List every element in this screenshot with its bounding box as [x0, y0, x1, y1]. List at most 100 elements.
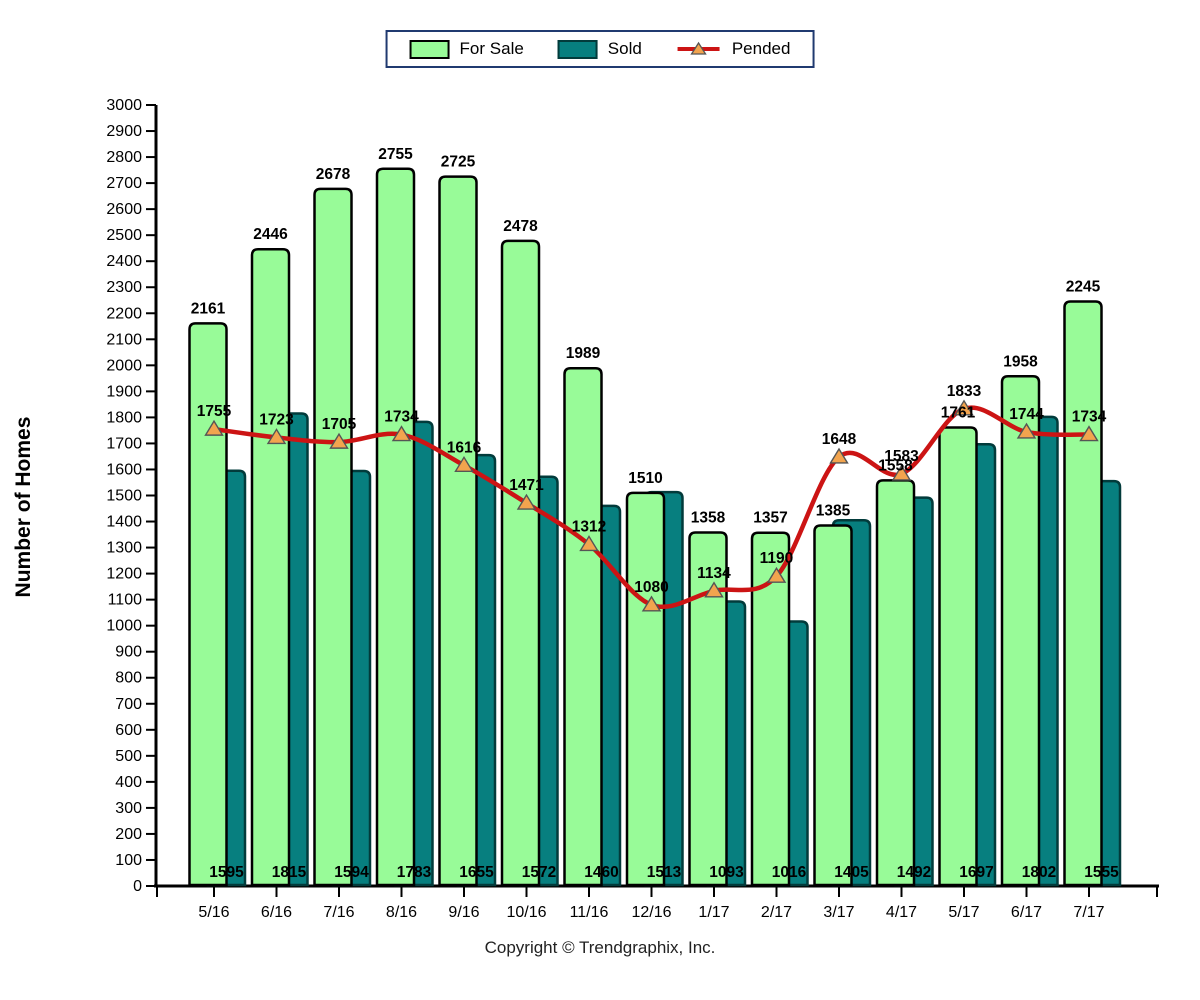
sold-value-label: 1405 — [834, 864, 869, 881]
y-axis-tick-label: 1900 — [106, 383, 142, 400]
y-axis-tick-label: 1800 — [106, 409, 142, 426]
x-axis-tick-label: 10/16 — [506, 904, 546, 921]
sold-value-label: 1513 — [647, 864, 682, 881]
y-axis-tick-label: 2800 — [106, 149, 142, 166]
y-axis-tick-label: 200 — [115, 826, 142, 843]
x-axis-tick-label: 2/17 — [761, 904, 792, 921]
y-axis-tick-label: 2400 — [106, 253, 142, 270]
pended-marker-triangle-icon — [454, 455, 474, 473]
pended-value-label: 1648 — [822, 431, 857, 448]
pended-marker-triangle-icon — [891, 464, 912, 481]
for-sale-value-label: 1357 — [753, 510, 787, 527]
for-sale-bar — [1000, 375, 1041, 887]
x-axis-tick-label: 11/16 — [570, 904, 609, 921]
pended-value-label: 1080 — [634, 579, 668, 596]
y-axis-tick-label: 1500 — [106, 488, 142, 505]
y-axis-tick-label: 1600 — [106, 461, 142, 478]
pended-marker-triangle-icon — [641, 595, 662, 612]
pended-value-label: 1471 — [509, 477, 544, 494]
legend-label-pended: Pended — [731, 39, 791, 58]
pended-line-icon — [677, 41, 720, 55]
pended-value-label: 1755 — [197, 403, 232, 420]
pended-value-label: 1833 — [947, 383, 982, 400]
y-axis-tick-label: 2900 — [106, 123, 142, 140]
for-sale-value-label: 2478 — [503, 218, 538, 235]
sold-value-label: 1093 — [709, 864, 744, 881]
for-sale-bar — [500, 239, 541, 887]
sold-swatch-icon — [557, 39, 598, 59]
pended-value-label: 1583 — [884, 448, 919, 465]
pended-value-label: 1705 — [322, 416, 357, 433]
sold-value-label: 1016 — [772, 864, 807, 881]
y-axis-tick-label: 600 — [115, 722, 142, 739]
for-sale-bar — [313, 187, 353, 887]
y-axis-tick-label: 100 — [115, 852, 142, 869]
for-sale-bar — [563, 366, 603, 887]
legend-label-for-sale: For Sale — [459, 39, 524, 58]
pended-line — [211, 405, 1092, 609]
x-axis-tick-label: 3/17 — [823, 904, 854, 921]
y-axis-tick-label: 1700 — [106, 435, 142, 452]
legend-item-sold: Sold — [557, 39, 642, 59]
y-axis-tick-label: 1100 — [108, 592, 143, 609]
x-axis-tick-label: 7/16 — [323, 904, 354, 921]
y-axis-tick-label: 1000 — [106, 618, 142, 635]
y-axis-tick-label: 1300 — [106, 540, 142, 557]
y-axis-tick-label: 2700 — [106, 175, 142, 192]
x-axis-tick-label: 6/17 — [1011, 904, 1042, 921]
for-sale-bar — [688, 531, 728, 887]
y-axis-tick-label: 2100 — [106, 331, 142, 348]
legend-item-for-sale: For Sale — [409, 39, 524, 59]
y-axis-tick-label: 3000 — [106, 97, 142, 114]
pended-marker-triangle-icon — [391, 425, 412, 442]
y-axis-tick-label: 700 — [115, 696, 142, 713]
y-axis-tick-label: 400 — [115, 774, 142, 791]
sold-value-label: 1815 — [272, 864, 307, 881]
x-axis-tick-label: 5/16 — [198, 904, 229, 921]
x-axis-tick-label: 6/16 — [261, 904, 292, 921]
y-axis-tick-label: 2000 — [106, 357, 142, 374]
pended-marker-triangle-icon — [204, 419, 224, 436]
for-sale-value-label: 1510 — [628, 470, 662, 487]
legend-label-sold: Sold — [607, 39, 642, 58]
pended-value-label: 1723 — [259, 411, 294, 428]
for-sale-value-label: 1558 — [878, 457, 913, 474]
pended-marker-triangle-icon — [954, 399, 974, 416]
y-axis-tick-label: 1400 — [106, 514, 142, 531]
sold-value-label: 1802 — [1022, 864, 1056, 881]
sold-value-label: 1594 — [334, 864, 369, 881]
for-sale-value-label: 1385 — [816, 502, 851, 519]
for-sale-bar — [250, 247, 291, 887]
x-axis-tick-label: 5/17 — [948, 904, 979, 921]
y-axis-tick-label: 500 — [115, 748, 142, 765]
for-sale-bar — [188, 322, 228, 887]
y-axis-tick-label: 900 — [115, 644, 142, 661]
pended-value-label: 1734 — [1072, 409, 1107, 426]
sold-value-label: 1555 — [1084, 864, 1119, 881]
for-sale-value-label: 2245 — [1066, 279, 1101, 296]
pended-value-label: 1616 — [447, 439, 482, 456]
pended-marker-triangle-icon — [516, 493, 537, 510]
y-axis-tick-label: 2600 — [106, 201, 142, 218]
for-sale-value-label: 2725 — [441, 154, 476, 171]
for-sale-value-label: 1958 — [1003, 353, 1038, 370]
for-sale-bar — [375, 167, 416, 887]
for-sale-swatch-icon — [409, 39, 450, 59]
x-axis-tick-label: 9/16 — [448, 904, 479, 921]
y-axis-tick-label: 2300 — [106, 279, 142, 296]
x-axis-tick-label: 7/17 — [1073, 904, 1104, 921]
pended-marker-triangle-icon — [766, 566, 787, 583]
for-sale-value-label: 2678 — [316, 166, 351, 183]
pended-value-label: 1190 — [760, 550, 794, 567]
for-sale-bar — [938, 426, 978, 887]
sold-value-label: 1595 — [209, 864, 244, 881]
y-axis-tick-label: 0 — [133, 878, 142, 895]
copyright-text: Copyright © Trendgraphix, Inc. — [484, 938, 716, 957]
for-sale-value-label: 1989 — [566, 345, 601, 362]
sold-value-label: 1697 — [959, 864, 993, 881]
pended-value-label: 1134 — [697, 565, 731, 582]
sold-value-label: 1460 — [584, 864, 618, 881]
legend-item-pended: Pended — [676, 39, 791, 59]
for-sale-value-label: 2161 — [191, 300, 226, 317]
